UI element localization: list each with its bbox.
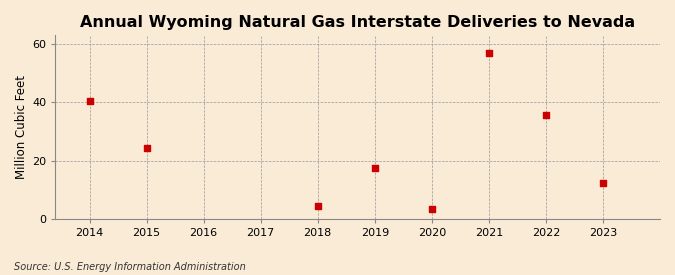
Point: [141, 145, 152, 150]
Title: Annual Wyoming Natural Gas Interstate Deliveries to Nevada: Annual Wyoming Natural Gas Interstate De…: [80, 15, 635, 30]
Text: Source: U.S. Energy Information Administration: Source: U.S. Energy Information Administ…: [14, 262, 245, 272]
Point: [483, 51, 494, 55]
Point: [427, 207, 437, 211]
Point: [84, 99, 95, 103]
Point: [597, 180, 608, 185]
Point: [313, 204, 323, 208]
Y-axis label: Million Cubic Feet: Million Cubic Feet: [15, 75, 28, 179]
Point: [541, 113, 551, 118]
Point: [369, 166, 380, 170]
